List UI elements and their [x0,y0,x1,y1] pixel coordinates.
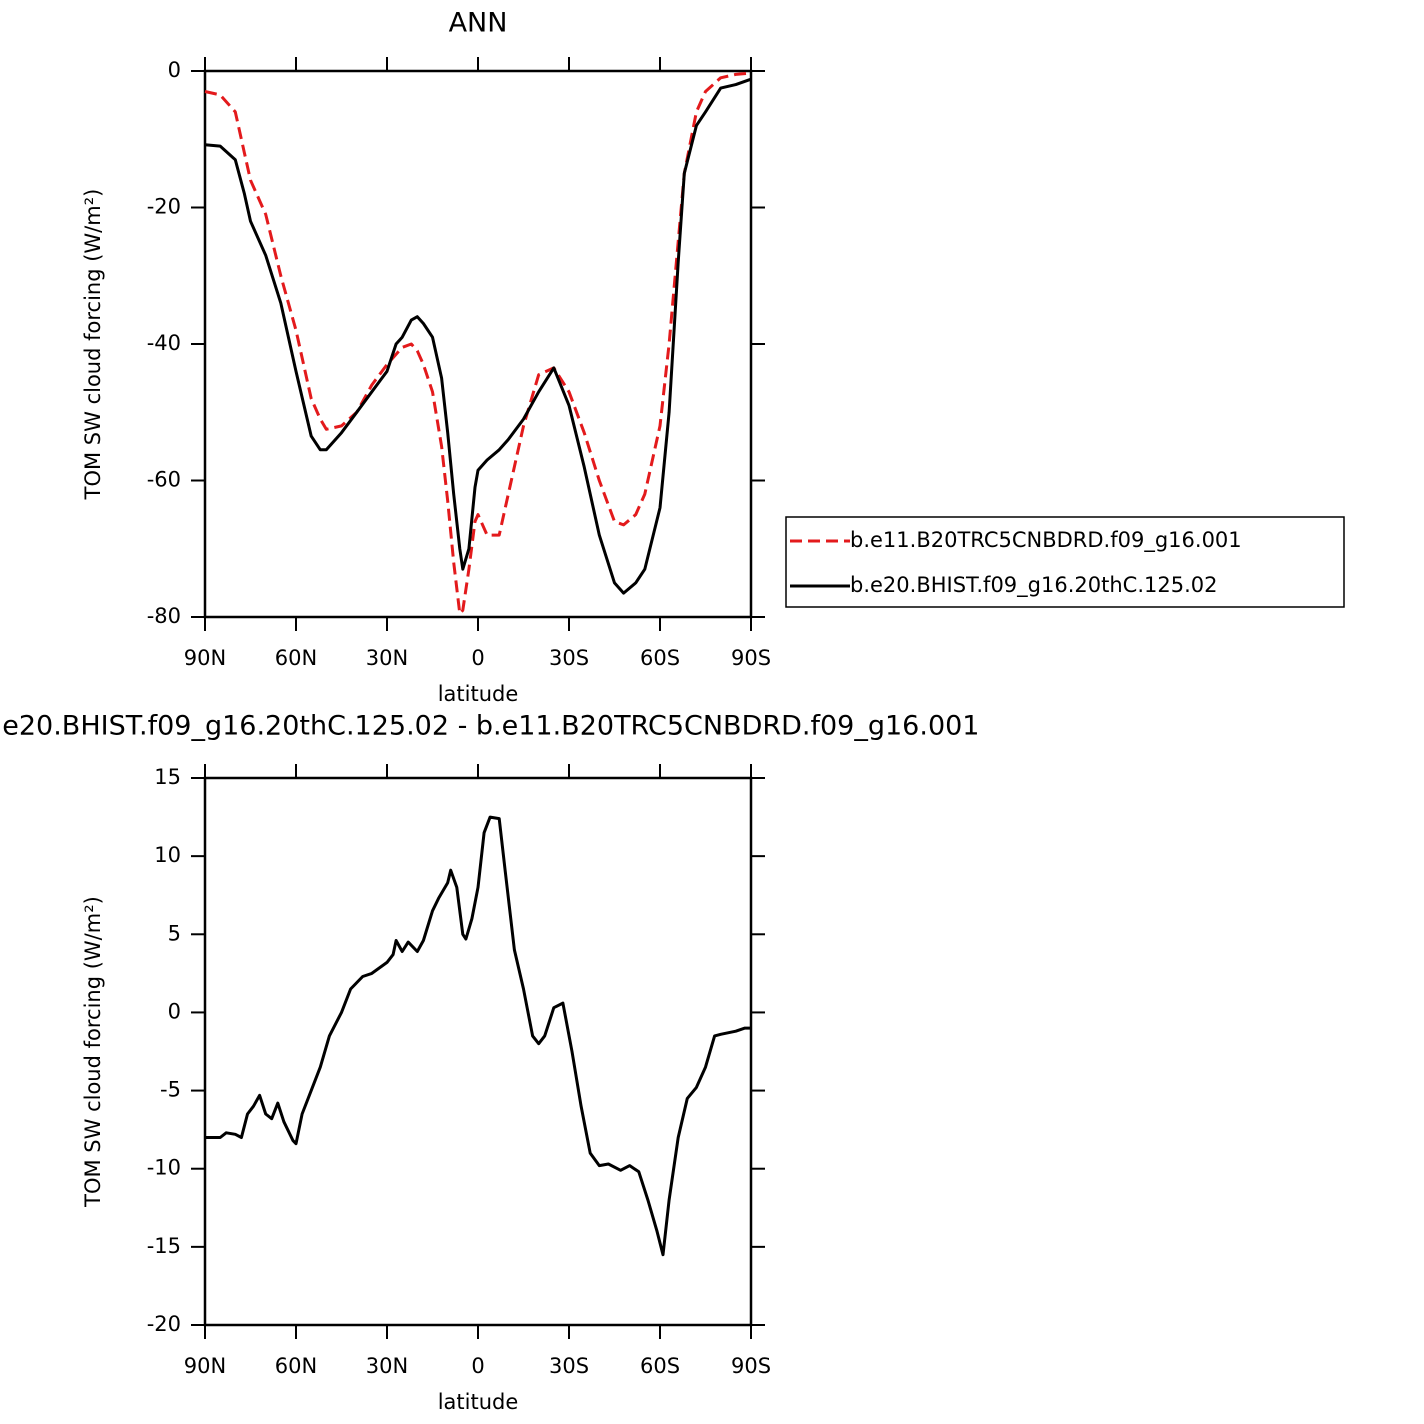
chart-title: b.e20.BHIST.f09_g16.20thC.125.02 - b.e11… [0,711,979,742]
y-tick-label: -15 [147,1234,181,1258]
plot-frame [203,776,753,1327]
y-tick-label: -5 [160,1078,181,1102]
x-tick-label: 30S [549,646,589,670]
x-tick-label: 60S [640,1354,680,1378]
x-tick-label: 90S [731,1354,771,1378]
y-tick-label: -10 [147,1156,181,1180]
x-tick-label: 30S [549,1354,589,1378]
y-axis-label: TOM SW cloud forcing (W/m²) [81,189,105,501]
data-line [205,815,751,1257]
y-tick-label: -60 [147,468,181,492]
legend-box [785,516,1345,608]
legend-label: b.e20.BHIST.f09_g16.20thC.125.02 [850,573,1217,598]
legend-label: b.e11.B20TRC5CNBDRD.f09_g16.001 [850,528,1242,553]
x-axis-label: latitude [438,682,519,706]
x-tick-label: 60S [640,646,680,670]
x-tick-label: 60N [275,646,317,670]
y-tick-label: 5 [168,921,181,945]
x-tick-label: 90S [731,646,771,670]
y-axis-label: TOM SW cloud forcing (W/m²) [81,896,105,1208]
x-tick-label: 90N [184,646,226,670]
y-tick-label: -20 [147,195,181,219]
x-axis-label: latitude [438,1390,519,1414]
y-tick-label: 0 [168,999,181,1023]
y-tick-label: 10 [154,843,181,867]
x-tick-label: 30N [366,1354,408,1378]
y-tick-label: -20 [147,1312,181,1336]
y-tick-label: -40 [147,331,181,355]
x-tick-label: 0 [471,1354,484,1378]
y-tick-label: 15 [154,765,181,789]
x-tick-label: 30N [366,646,408,670]
plot-frame [203,69,753,619]
chart-title: ANN [449,8,508,39]
x-tick-label: 0 [471,646,484,670]
y-tick-label: 0 [168,58,181,82]
x-tick-label: 90N [184,1354,226,1378]
data-line [204,71,752,616]
data-line [204,77,752,595]
x-tick-label: 60N [275,1354,317,1378]
y-tick-label: -80 [147,604,181,628]
